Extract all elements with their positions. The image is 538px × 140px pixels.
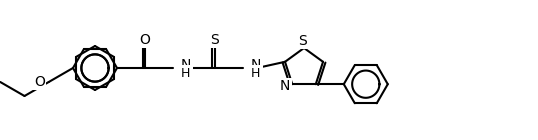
Text: N: N [251,58,261,72]
Text: N: N [181,58,192,72]
Text: H: H [181,66,190,80]
Text: O: O [139,33,151,47]
Text: O: O [34,75,45,89]
Text: S: S [298,34,307,48]
Text: N: N [280,79,291,93]
Text: S: S [210,33,220,47]
Text: H: H [251,66,260,80]
